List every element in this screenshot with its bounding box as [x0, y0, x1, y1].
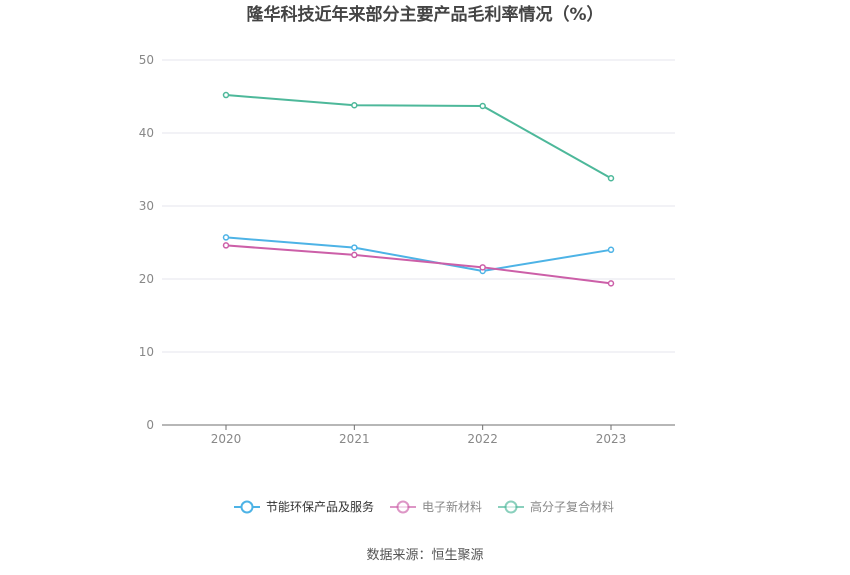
y-axis: 0 10 20 30 40 50: [139, 53, 154, 432]
y-tick-label: 30: [139, 199, 154, 213]
data-point: [479, 264, 486, 271]
legend-marker-icon: [504, 500, 518, 514]
legend-label: 高分子复合材料: [530, 499, 614, 514]
data-point: [607, 246, 615, 254]
x-tick-label: 2021: [339, 432, 370, 446]
data-point: [351, 244, 358, 251]
grid-lines: [162, 59, 675, 353]
y-tick-label: 40: [139, 126, 154, 140]
y-tick-label: 0: [146, 418, 154, 432]
x-tick-label: 2023: [596, 432, 627, 446]
data-point: [607, 280, 615, 287]
data-point: [351, 251, 358, 259]
x-axis: 2020 2021 2022 2023: [162, 424, 675, 446]
data-point: [222, 242, 230, 249]
data-point: [222, 234, 230, 241]
series-line: [225, 236, 612, 272]
data-point: [607, 175, 615, 182]
legend-label: 电子新材料: [422, 499, 482, 514]
y-tick-label: 50: [139, 53, 154, 67]
legend-item[interactable]: 节能环保产品及服务: [234, 499, 374, 514]
series-line: [225, 244, 612, 285]
chart-title: 隆华科技近年来部分主要产品毛利率情况（%）: [246, 4, 603, 25]
legend: 节能环保产品及服务 电子新材料 高分子复合材料: [234, 499, 614, 514]
y-tick-label: 10: [139, 345, 154, 359]
y-tick-label: 20: [139, 272, 154, 286]
data-point: [222, 91, 230, 99]
data-point: [479, 102, 486, 110]
series-group: [222, 91, 615, 287]
legend-marker-icon: [396, 500, 410, 514]
legend-label: 节能环保产品及服务: [266, 499, 374, 514]
source-note: 数据来源：恒生聚源: [366, 548, 483, 563]
series-line: [225, 94, 612, 180]
legend-marker-icon: [240, 500, 254, 514]
data-point: [351, 102, 358, 109]
x-tick-label: 2022: [467, 432, 498, 446]
legend-item[interactable]: 高分子复合材料: [498, 499, 614, 514]
x-tick-label: 2020: [211, 432, 242, 446]
legend-item[interactable]: 电子新材料: [390, 499, 482, 514]
